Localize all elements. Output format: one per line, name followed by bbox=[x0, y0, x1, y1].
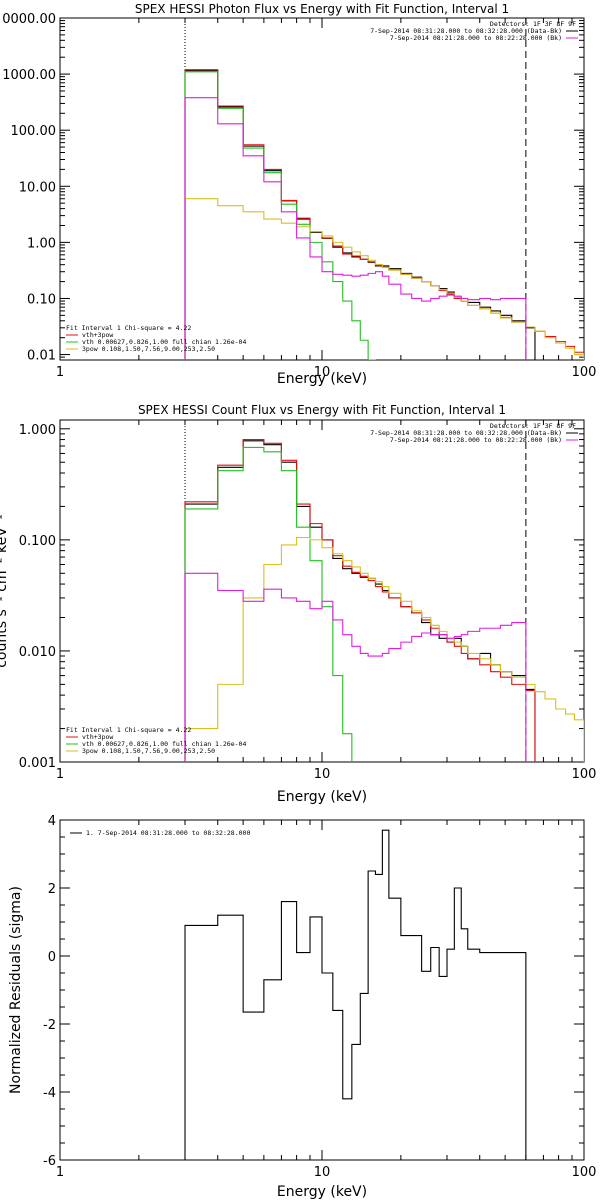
legend-entry: 7-Sep-2014 08:31:28.000 to 08:32:28.000 … bbox=[370, 27, 562, 35]
x-tick-label: 100 bbox=[572, 365, 597, 380]
legend-entry: 3pow 0.108,1.50,7.56,9.00,253,2.50 bbox=[82, 747, 215, 755]
y-tick-label: 0000.00 bbox=[2, 12, 56, 27]
photon-flux-panel: SPEX HESSI Photon Flux vs Energy with Fi… bbox=[2, 2, 596, 387]
legend-header: Detectors: 1F 3F 8F 9F bbox=[490, 20, 576, 28]
legend-entry: 3pow 0.108,1.50,7.56,9.00,253,2.50 bbox=[82, 345, 215, 353]
plot-area bbox=[184, 420, 584, 762]
legend-header: Fit Interval 1 Chi-square = 4.22 bbox=[66, 726, 191, 734]
y-tick-label: 0.10 bbox=[27, 292, 56, 307]
legend-header: Detectors: 1F 3F 8F 9F bbox=[490, 422, 576, 430]
y-tick-label: 2 bbox=[48, 882, 56, 897]
series-1-step-line bbox=[184, 439, 536, 762]
x-tick-label: 1 bbox=[56, 365, 64, 380]
plot-frame bbox=[59, 819, 585, 1161]
chart-title: SPEX HESSI Count Flux vs Energy with Fit… bbox=[138, 403, 506, 417]
plot-area bbox=[184, 18, 584, 360]
residuals-panel: Energy (keV) Normalized Residuals (sigma)… bbox=[8, 814, 596, 1200]
y-tick-label: 1.00 bbox=[27, 236, 56, 251]
legend-entry: vth 0.00627,0.826,1.00 full chian 1.26e-… bbox=[82, 740, 246, 748]
series-4-step-line bbox=[184, 572, 527, 762]
y-tick-label: 0.01 bbox=[27, 349, 56, 364]
y-axis-label: counts s⁻¹ cm⁻² keV⁻¹ bbox=[0, 514, 10, 668]
y-tick-label: -4 bbox=[43, 1086, 56, 1101]
series-2-step-line bbox=[184, 446, 353, 762]
x-tick-label: 1 bbox=[56, 767, 64, 782]
series-3-step-line bbox=[184, 198, 584, 360]
y-tick-label: 100.00 bbox=[11, 124, 57, 139]
legend-header: Fit Interval 1 Chi-square = 4.22 bbox=[66, 324, 191, 332]
y-tick-label: 0.100 bbox=[19, 534, 56, 549]
y-tick-label: 0.001 bbox=[19, 756, 56, 771]
y-tick-label: -2 bbox=[43, 1018, 56, 1033]
x-tick-label: 10 bbox=[314, 1165, 331, 1180]
plot-frame bbox=[59, 17, 585, 361]
x-tick-label: 10 bbox=[314, 365, 331, 380]
x-axis-label: Energy (keV) bbox=[277, 371, 367, 387]
legend-entry: vth 0.00627,0.826,1.00 full chian 1.26e-… bbox=[82, 338, 246, 346]
legend-entry: vth+3pow bbox=[82, 733, 113, 741]
y-tick-label: 10.00 bbox=[19, 180, 56, 195]
y-tick-label: 1.000 bbox=[19, 423, 56, 438]
series-0-step-line bbox=[184, 829, 527, 1160]
series-4-step-line bbox=[184, 97, 527, 360]
count-flux-panel: SPEX HESSI Count Flux vs Energy with Fit… bbox=[0, 403, 596, 805]
x-axis-label: Energy (keV) bbox=[277, 1184, 367, 1200]
x-axis-label: Energy (keV) bbox=[277, 789, 367, 805]
series-0-step-line bbox=[184, 70, 536, 360]
series-1-step-line bbox=[184, 69, 584, 360]
legend-entry: 7-Sep-2014 08:31:28.000 to 08:32:28.000 … bbox=[370, 429, 562, 437]
x-tick-label: 100 bbox=[572, 767, 597, 782]
x-tick-label: 10 bbox=[314, 767, 331, 782]
x-tick-label: 100 bbox=[572, 1165, 597, 1180]
y-tick-label: -6 bbox=[43, 1154, 56, 1169]
legend-entry: 7-Sep-2014 08:21:28.000 to 08:22:28.000 … bbox=[390, 436, 562, 444]
plot-area bbox=[184, 829, 527, 1160]
series-2-step-line bbox=[184, 71, 377, 360]
y-axis-label: Normalized Residuals (sigma) bbox=[8, 886, 24, 1094]
legend-entry: 7-Sep-2014 08:21:28.000 to 08:22:28.000 … bbox=[390, 34, 562, 42]
x-tick-label: 1 bbox=[56, 1165, 64, 1180]
legend-entry: 1. 7-Sep-2014 08:31:28.000 to 08:32:28.0… bbox=[86, 829, 250, 837]
y-tick-label: 1000.00 bbox=[2, 68, 56, 83]
y-tick-label: 4 bbox=[48, 814, 56, 829]
y-tick-label: 0 bbox=[48, 950, 56, 965]
series-3-step-line bbox=[184, 536, 584, 762]
legend-entry: vth+3pow bbox=[82, 331, 113, 339]
series-0-step-line bbox=[184, 440, 536, 762]
chart-title: SPEX HESSI Photon Flux vs Energy with Fi… bbox=[135, 2, 509, 16]
y-tick-label: 0.010 bbox=[19, 645, 56, 660]
